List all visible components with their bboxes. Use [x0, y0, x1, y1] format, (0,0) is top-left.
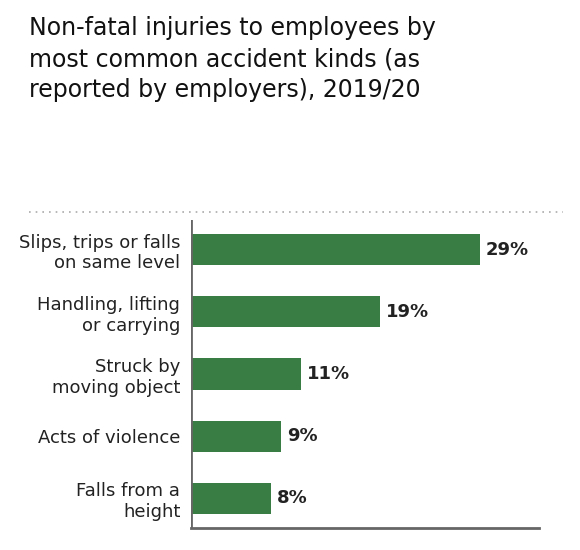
- Text: 29%: 29%: [485, 240, 529, 258]
- Text: Non-fatal injuries to employees by
most common accident kinds (as
reported by em: Non-fatal injuries to employees by most …: [29, 16, 436, 102]
- Text: 11%: 11%: [307, 365, 350, 383]
- Bar: [191, 483, 271, 514]
- Text: 9%: 9%: [287, 427, 317, 445]
- Text: 8%: 8%: [277, 490, 307, 508]
- Bar: [191, 234, 480, 265]
- Text: 19%: 19%: [386, 303, 429, 321]
- Bar: [191, 359, 301, 389]
- Bar: [191, 296, 380, 327]
- Bar: [191, 421, 281, 452]
